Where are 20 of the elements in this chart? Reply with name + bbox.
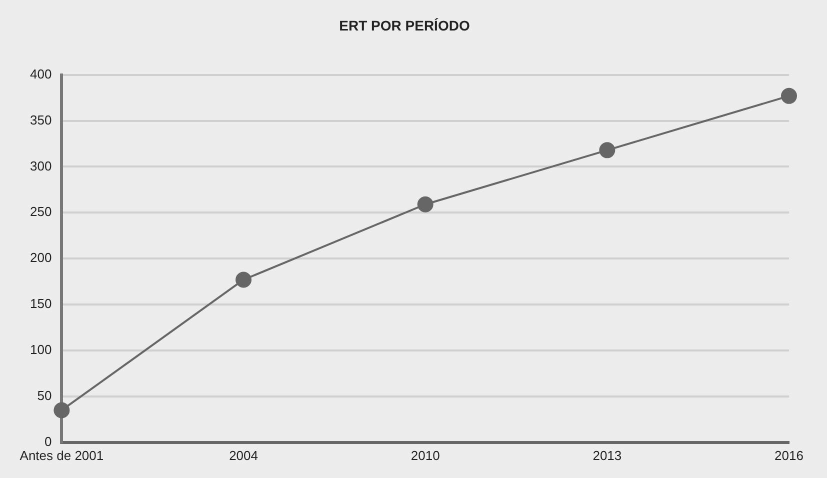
y-tick-label: 100 <box>30 342 52 358</box>
x-tick-label: 2016 <box>774 448 804 463</box>
y-tick-label: 400 <box>30 66 52 82</box>
x-tick-label: 2010 <box>410 448 440 463</box>
y-tick-label: 200 <box>30 250 52 266</box>
y-tick-label: 50 <box>37 388 52 404</box>
x-tick-label: 2013 <box>592 448 622 463</box>
y-tick-label: 250 <box>30 204 52 220</box>
x-tick-label: Antes de 2001 <box>20 448 104 463</box>
y-tick-label: 150 <box>30 296 52 312</box>
point <box>54 402 70 418</box>
chart-title: ERT POR PERÍODO <box>339 17 470 34</box>
y-tick-label: 0 <box>44 434 52 449</box>
point <box>236 272 252 288</box>
point <box>781 88 797 104</box>
point <box>417 196 434 212</box>
y-tick-label: 300 <box>30 158 52 174</box>
y-tick-label: 350 <box>30 112 52 128</box>
point <box>599 142 616 158</box>
x-tick-label: 2004 <box>229 448 258 463</box>
